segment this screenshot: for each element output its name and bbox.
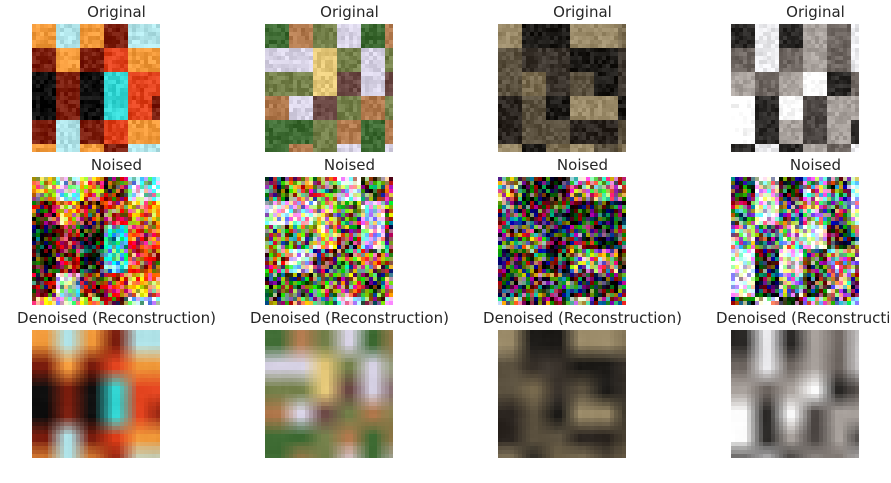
original-cell-food-plate: Original	[233, 0, 466, 152]
denoised-cell-toad: Denoised (Reconstruction)	[466, 306, 699, 458]
original-cell-toad: Original	[466, 0, 699, 152]
original-cell-colorful-figure: Original	[0, 0, 233, 152]
panel-title: Noised	[90, 156, 143, 174]
panel-title: Noised	[556, 156, 609, 174]
original-image-toad	[498, 24, 626, 152]
denoised-image-toad	[498, 330, 626, 458]
denoised-image-white-car	[731, 330, 859, 458]
noised-cell-white-car: Noised	[699, 153, 891, 305]
panel-title: Original	[87, 3, 146, 21]
panel-title: Noised	[789, 156, 842, 174]
panel-title: Denoised (Reconstruction)	[17, 309, 216, 327]
denoised-image-food-plate	[265, 330, 393, 458]
denoised-cell-white-car: Denoised (Reconstruction)	[699, 306, 891, 458]
denoised-cell-food-plate: Denoised (Reconstruction)	[233, 306, 466, 458]
panel-title: Original	[553, 3, 612, 21]
panel-title: Denoised (Reconstruction)	[483, 309, 682, 327]
noised-cell-food-plate: Noised	[233, 153, 466, 305]
denoised-cell-colorful-figure: Denoised (Reconstruction)	[0, 306, 233, 458]
noised-cell-toad: Noised	[466, 153, 699, 305]
noised-image-white-car	[731, 177, 859, 305]
noised-image-food-plate	[265, 177, 393, 305]
original-image-food-plate	[265, 24, 393, 152]
panel-title: Denoised (Reconstruction)	[250, 309, 449, 327]
original-image-white-car	[731, 24, 859, 152]
noised-image-toad	[498, 177, 626, 305]
original-cell-white-car: Original	[699, 0, 891, 152]
panel-title: Denoised (Reconstruction)	[716, 309, 891, 327]
panel-title: Original	[320, 3, 379, 21]
noised-cell-colorful-figure: Noised	[0, 153, 233, 305]
panel-title: Noised	[323, 156, 376, 174]
denoised-image-colorful-figure	[32, 330, 160, 458]
original-image-colorful-figure	[32, 24, 160, 152]
noised-image-colorful-figure	[32, 177, 160, 305]
panel-title: Original	[786, 3, 845, 21]
